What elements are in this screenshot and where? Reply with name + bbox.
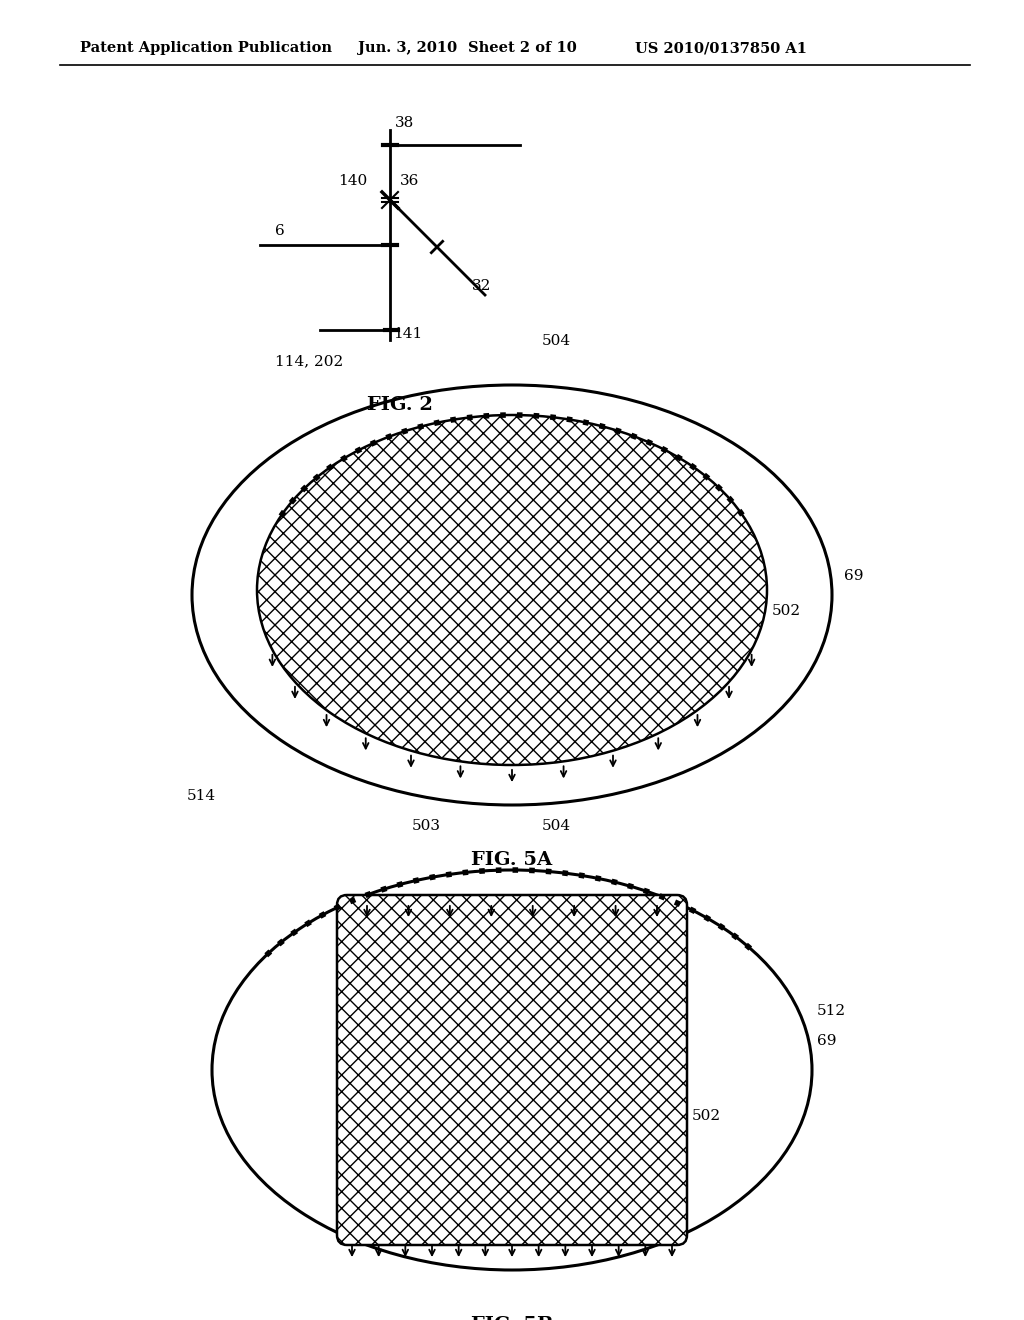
Text: Sheet 2 of 10: Sheet 2 of 10: [468, 41, 577, 55]
Text: 514: 514: [187, 789, 216, 803]
Text: 500: 500: [471, 1061, 503, 1078]
Text: US 2010/0137850 A1: US 2010/0137850 A1: [635, 41, 807, 55]
Text: 69: 69: [817, 1034, 837, 1048]
Text: 38: 38: [395, 116, 415, 129]
Text: FIG. 5B: FIG. 5B: [471, 1316, 553, 1320]
Text: 500: 500: [471, 582, 503, 598]
Text: 502: 502: [772, 605, 801, 618]
Text: FIG. 5A: FIG. 5A: [471, 851, 553, 869]
Text: 504: 504: [542, 818, 571, 833]
Text: 512: 512: [817, 1005, 846, 1018]
Text: 502: 502: [692, 1109, 721, 1123]
Ellipse shape: [257, 414, 767, 766]
FancyBboxPatch shape: [337, 895, 687, 1245]
Text: 36: 36: [400, 174, 420, 187]
Text: 69: 69: [844, 569, 863, 583]
Text: 141: 141: [393, 327, 422, 341]
Text: Patent Application Publication: Patent Application Publication: [80, 41, 332, 55]
Text: 504: 504: [542, 334, 571, 348]
Text: Jun. 3, 2010: Jun. 3, 2010: [358, 41, 457, 55]
Text: 114, 202: 114, 202: [275, 354, 343, 368]
Text: 6: 6: [275, 224, 285, 238]
Text: 32: 32: [472, 279, 492, 293]
Text: 140: 140: [338, 174, 368, 187]
Text: FIG. 2: FIG. 2: [367, 396, 433, 414]
Text: 503: 503: [412, 818, 441, 833]
